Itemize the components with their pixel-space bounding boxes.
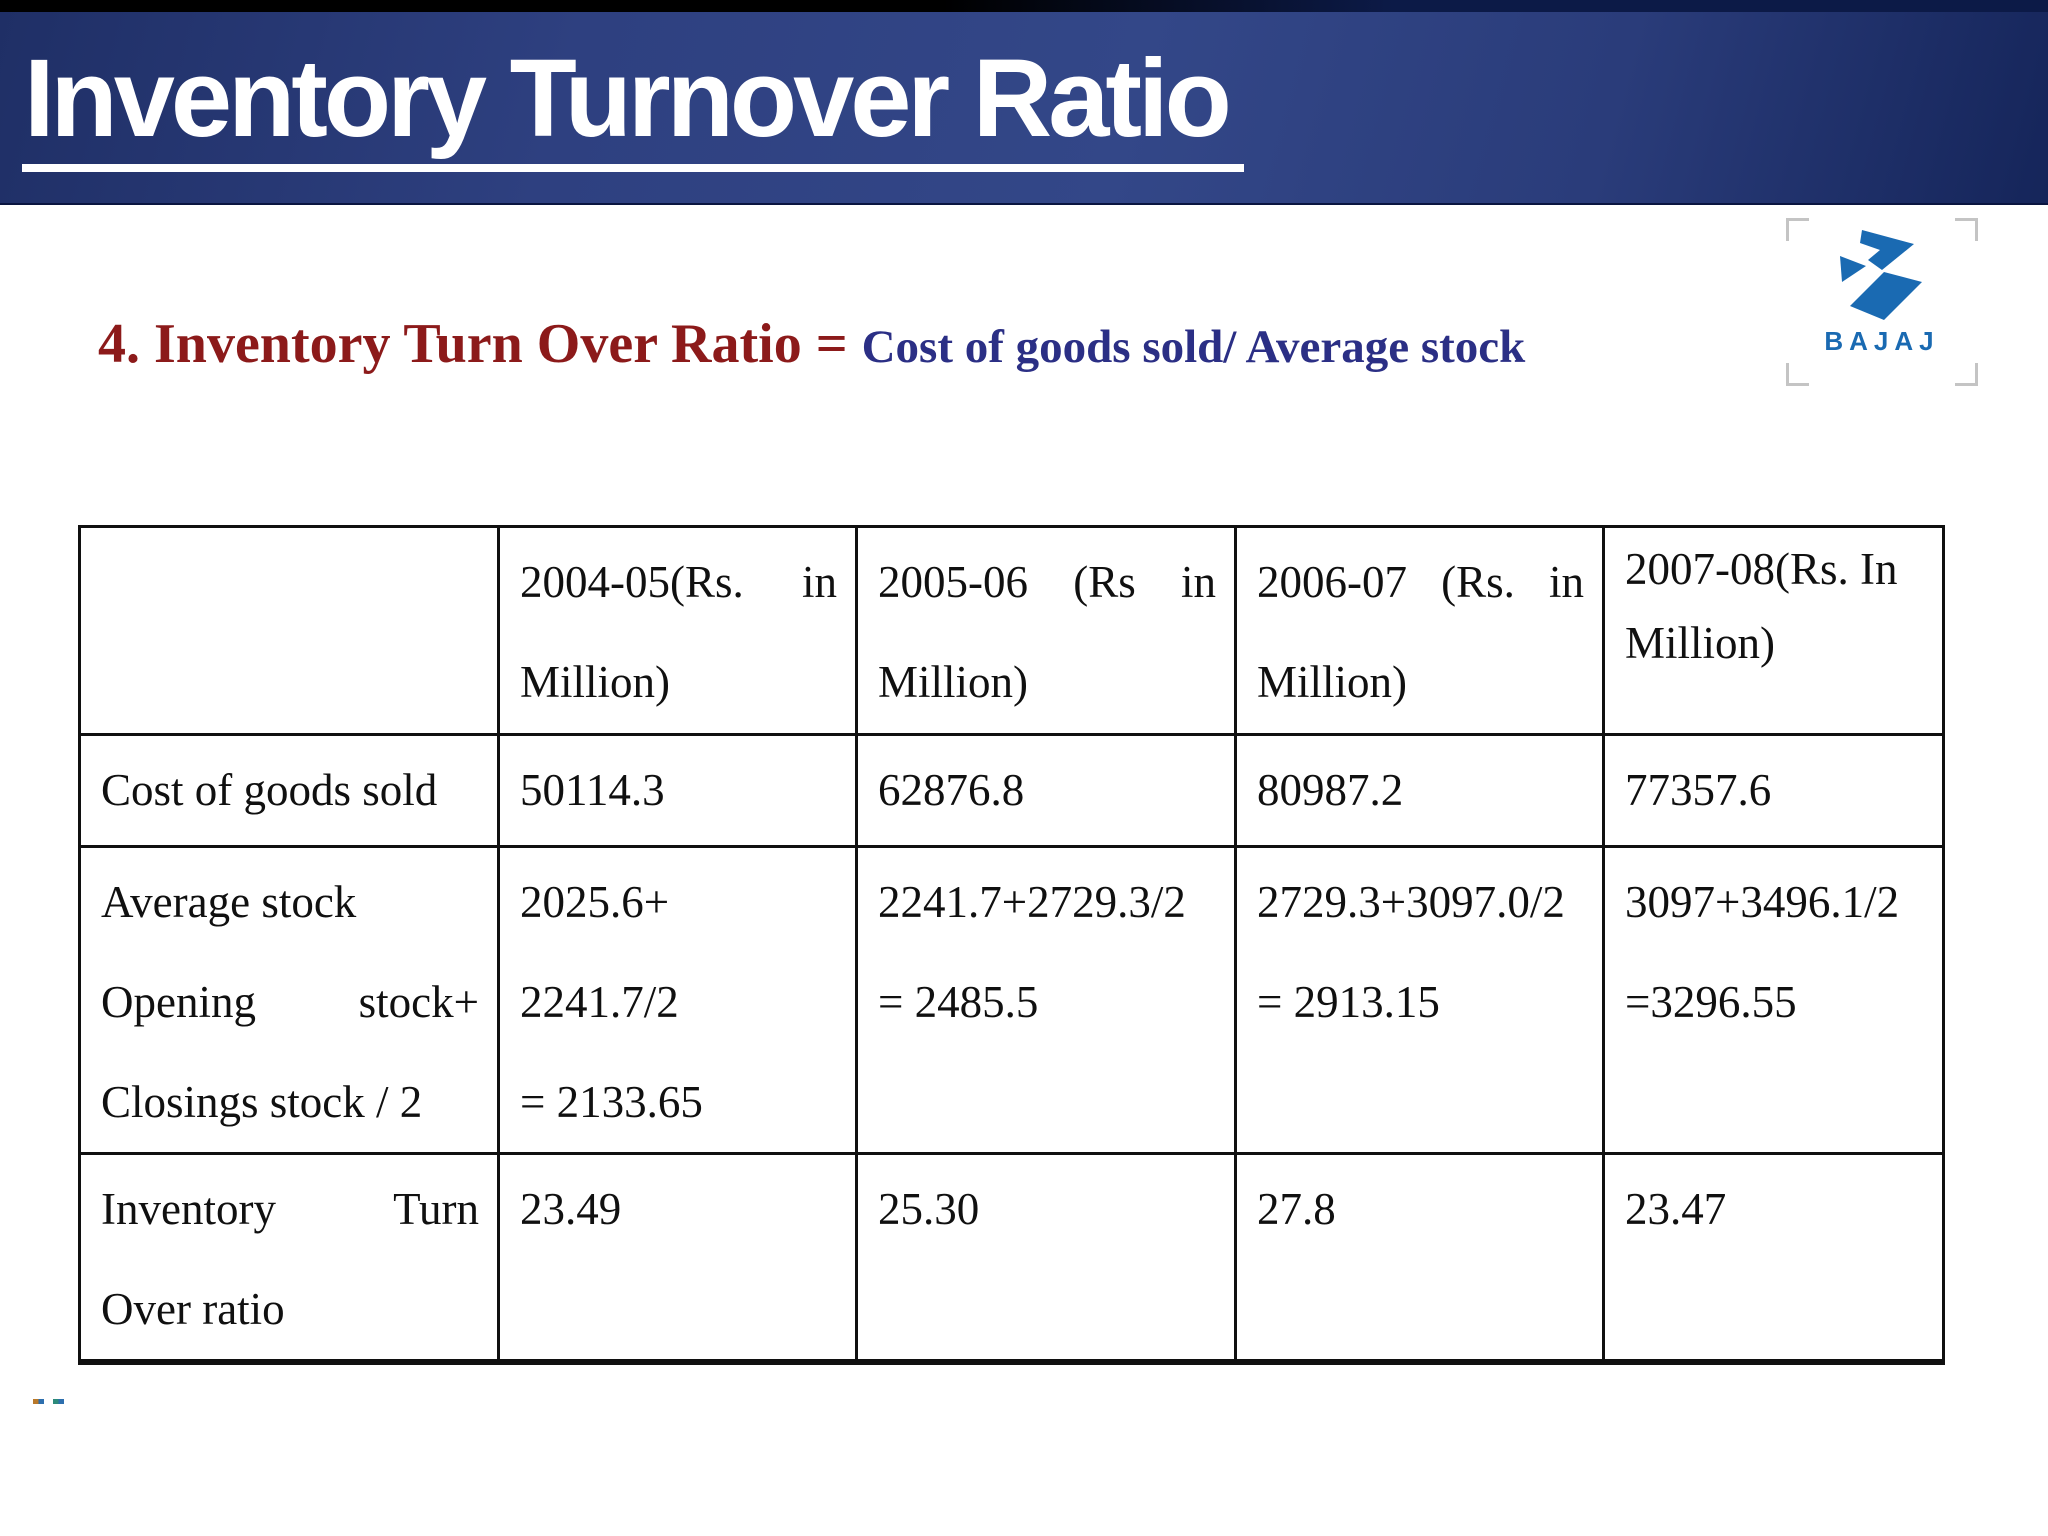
bajaj-logo: BAJAJ bbox=[1786, 218, 1978, 386]
cell-text-line: = 2485.5 bbox=[878, 977, 1039, 1027]
header-band: Inventory Turnover Ratio bbox=[0, 12, 2048, 205]
formula-value: Cost of goods sold/ Average stock bbox=[861, 321, 1526, 373]
cell-text-line: 2007-08(Rs. In bbox=[1625, 544, 1898, 594]
cell-text-line: Million) bbox=[878, 657, 1029, 707]
selection-handle-top-right bbox=[1955, 218, 1978, 241]
value-cell: 2729.3+3097.0/2 = 2913.15 bbox=[1234, 845, 1605, 1155]
page-title: Inventory Turnover Ratio bbox=[22, 34, 1244, 172]
column-header-cell: 2005-06 (Rs in Million) bbox=[855, 525, 1237, 736]
financial-table: 2004-05(Rs. in Million) 2005-06 (Rs in Mill… bbox=[78, 525, 1945, 1365]
cell-text-line: 77357.6 bbox=[1625, 765, 1772, 815]
selection-handle-bottom-left bbox=[1786, 363, 1809, 386]
bajaj-wordmark: BAJAJ bbox=[1824, 326, 1940, 356]
selection-handle-bottom-right bbox=[1955, 363, 1978, 386]
cell-text-line: Closings stock / 2 bbox=[101, 1077, 423, 1127]
row-label-cell: Cost of goods sold bbox=[78, 733, 500, 848]
cell-text-line: Million) bbox=[1257, 657, 1408, 707]
value-cell: 80987.2 bbox=[1234, 733, 1605, 848]
cell-text-line: 2025.6+ bbox=[520, 877, 670, 927]
value-cell: 27.8 bbox=[1234, 1152, 1605, 1364]
cell-text-line: Inventory Turn bbox=[101, 1184, 479, 1234]
bajaj-symbol-icon bbox=[1840, 230, 1922, 320]
selection-handle-top-left bbox=[1786, 218, 1809, 241]
cell-text-line: =3296.55 bbox=[1625, 977, 1797, 1027]
cell-text-line: Million) bbox=[520, 657, 671, 707]
dot-mark bbox=[53, 1399, 64, 1404]
cell-text-line: 50114.3 bbox=[520, 765, 665, 815]
value-cell: 3097+3496.1/2 =3296.55 bbox=[1602, 845, 1945, 1155]
cell-text-line: 2006-07 (Rs. in bbox=[1257, 557, 1584, 607]
cell-text-line: Opening stock+ bbox=[101, 977, 479, 1027]
value-cell: 50114.3 bbox=[497, 733, 858, 848]
cell-text-line: 25.30 bbox=[878, 1184, 980, 1234]
cell-text-line: 2005-06 (Rs in bbox=[878, 557, 1216, 607]
cell-text-line: Million) bbox=[1625, 618, 1776, 668]
cell-text-line: 2241.7/2 bbox=[520, 977, 679, 1027]
table-row: 2004-05(Rs. in Million) 2005-06 (Rs in Mill… bbox=[78, 525, 1945, 736]
table-row: Cost of goods sold 50114.3 62876.8 80987.2 7… bbox=[78, 733, 1945, 848]
value-cell: 77357.6 bbox=[1602, 733, 1945, 848]
row-label-cell: Inventory Turn Over ratio bbox=[78, 1152, 500, 1364]
value-cell: 62876.8 bbox=[855, 733, 1237, 848]
cell-text-line: = 2133.65 bbox=[520, 1077, 703, 1127]
cell-text-line: 3097+3496.1/2 bbox=[1625, 877, 1900, 927]
cell-text-line: 23.47 bbox=[1625, 1184, 1727, 1234]
cell-text-line: 62876.8 bbox=[878, 765, 1025, 815]
column-header-cell: 2007-08(Rs. In Million) bbox=[1602, 525, 1945, 736]
value-cell: 23.49 bbox=[497, 1152, 858, 1364]
formula-heading: 4. Inventory Turn Over Ratio = Cost of g… bbox=[98, 312, 1525, 376]
cell-text-line: 23.49 bbox=[520, 1184, 622, 1234]
cell-text-line: Average stock bbox=[101, 877, 357, 927]
cell-text-line: 2241.7+2729.3/2 bbox=[878, 877, 1186, 927]
top-black-strip bbox=[0, 0, 2048, 12]
cell-text-line: Over ratio bbox=[101, 1284, 285, 1334]
value-cell: 2241.7+2729.3/2 = 2485.5 bbox=[855, 845, 1237, 1155]
value-cell: 2025.6+ 2241.7/2 = 2133.65 bbox=[497, 845, 858, 1155]
cell-text-line: 80987.2 bbox=[1257, 765, 1404, 815]
column-header-cell: 2006-07 (Rs. in Million) bbox=[1234, 525, 1605, 736]
cell-text-line: 2729.3+3097.0/2 bbox=[1257, 877, 1565, 927]
value-cell: 25.30 bbox=[855, 1152, 1237, 1364]
formula-label: 4. Inventory Turn Over Ratio = bbox=[98, 313, 862, 375]
cell-text-line: Cost of goods sold bbox=[101, 765, 438, 815]
dot-mark bbox=[33, 1399, 44, 1404]
cell-text-line: 27.8 bbox=[1257, 1184, 1336, 1234]
table-row: Inventory Turn Over ratio 23.49 25.30 27.8 23… bbox=[78, 1152, 1945, 1364]
column-header-cell bbox=[78, 525, 500, 736]
value-cell: 23.47 bbox=[1602, 1152, 1945, 1364]
column-header-cell: 2004-05(Rs. in Million) bbox=[497, 525, 858, 736]
table-row: Average stock Opening stock+ Closings stoc… bbox=[78, 845, 1945, 1155]
cell-text-line: = 2913.15 bbox=[1257, 977, 1440, 1027]
dots-artifact bbox=[33, 1399, 64, 1404]
cell-text-line: 2004-05(Rs. in bbox=[520, 557, 837, 607]
row-label-cell: Average stock Opening stock+ Closings stoc… bbox=[78, 845, 500, 1155]
